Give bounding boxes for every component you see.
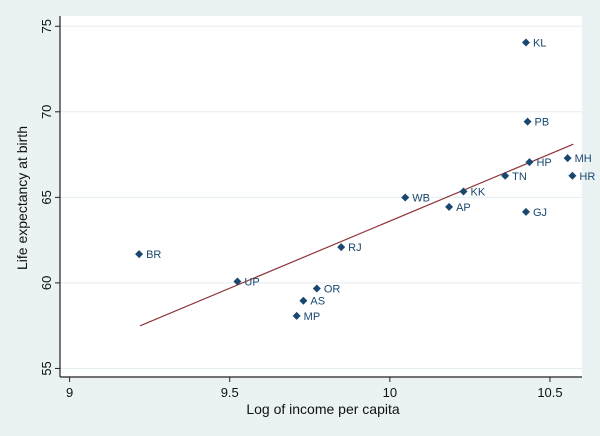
point-label-as: AS xyxy=(310,296,325,308)
data-point-br xyxy=(135,250,144,259)
x-tick-label: 10.5 xyxy=(537,385,562,400)
gridlines xyxy=(60,25,582,369)
y-tick-label: 55 xyxy=(39,361,54,375)
point-label-hr: HR xyxy=(579,171,595,183)
point-label-kk: KK xyxy=(471,187,486,199)
point-label-tn: TN xyxy=(512,171,527,183)
y-axis-title: Life expectancy at birth xyxy=(14,126,30,270)
data-point-tn xyxy=(501,171,510,180)
y-tick-label: 75 xyxy=(39,19,54,33)
fit-line xyxy=(139,143,574,327)
data-point-or xyxy=(312,284,321,293)
point-label-kl: KL xyxy=(533,38,546,50)
y-tick-label: 65 xyxy=(39,190,54,204)
data-point-wb xyxy=(401,193,410,202)
point-label-rj: RJ xyxy=(348,242,361,254)
x-tick-label: 9.5 xyxy=(221,385,239,400)
data-point-mp xyxy=(292,311,301,320)
point-label-mp: MP xyxy=(304,311,321,323)
x-tick-label: 9 xyxy=(66,385,73,400)
point-label-or: OR xyxy=(324,284,341,296)
data-point-up xyxy=(233,277,242,286)
data-point-kl xyxy=(521,38,530,47)
data-point-rj xyxy=(337,243,346,252)
data-point-gj xyxy=(521,207,530,216)
point-label-mh: MH xyxy=(575,153,592,165)
y-tick-label: 60 xyxy=(39,276,54,290)
y-tick-label: 70 xyxy=(39,105,54,119)
point-label-wb: WB xyxy=(412,193,430,205)
data-point-ap xyxy=(445,202,454,211)
data-point-kk xyxy=(459,187,468,196)
data-point-as xyxy=(299,296,308,305)
x-tick-label: 10 xyxy=(383,385,397,400)
plot-area xyxy=(60,16,582,377)
data-point-mh xyxy=(563,154,572,163)
point-label-pb: PB xyxy=(535,117,550,129)
axes: 55 60 65 70 75 9 9.5 10 10.5 xyxy=(39,16,582,400)
data-point-hp xyxy=(525,158,534,167)
point-label-ap: AP xyxy=(456,202,471,214)
point-label-br: BR xyxy=(146,249,161,261)
fit-line-group xyxy=(139,143,574,327)
point-label-hp: HP xyxy=(536,157,551,169)
point-label-gj: GJ xyxy=(533,207,547,219)
data-point-hr xyxy=(568,171,577,180)
data-point-pb xyxy=(523,117,532,126)
x-axis-title: Log of income per capita xyxy=(246,401,400,417)
point-label-up: UP xyxy=(244,277,259,289)
